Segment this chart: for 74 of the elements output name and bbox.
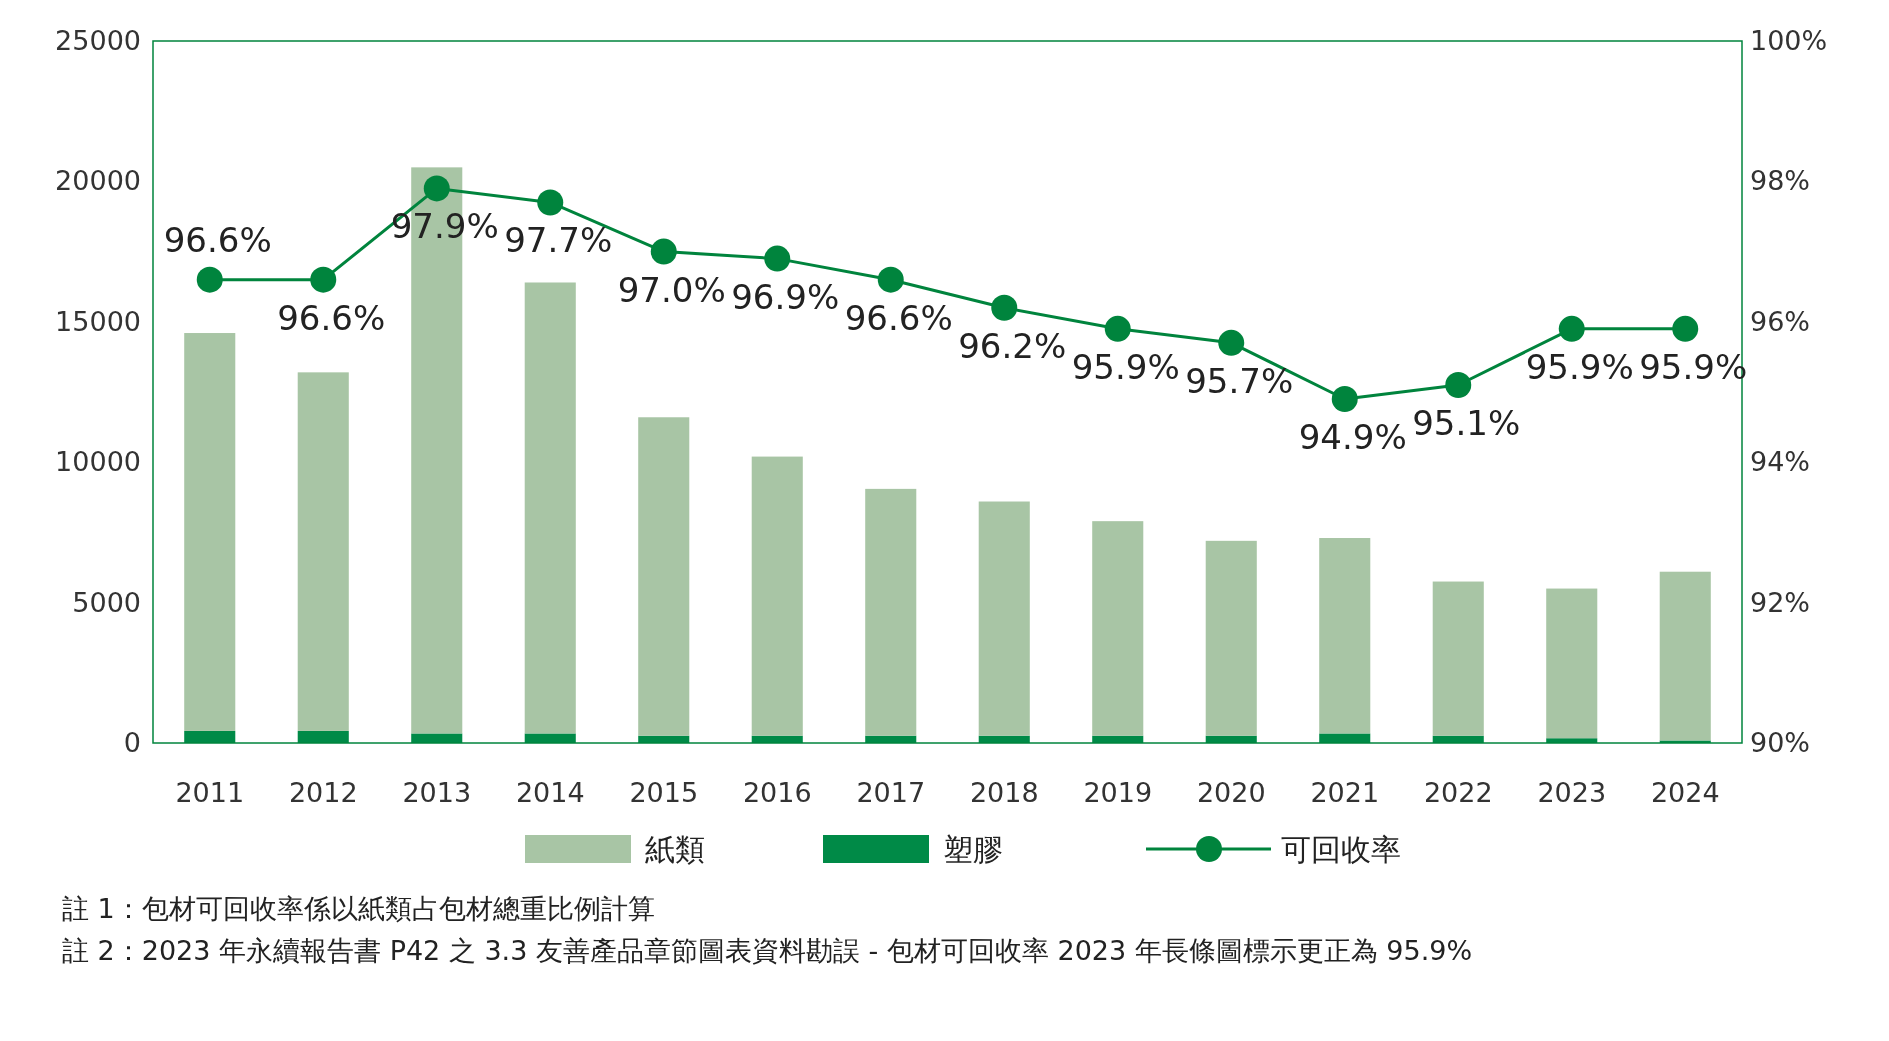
text: 註 2：2023 年永續報告書 P42 之 3.3 友善產品章節圖表資料勘誤 - 包材可回收率 2023 年長條圖標示更正為 95.9% — [62, 934, 1474, 968]
data-label: 95.1% — [1412, 402, 1521, 443]
y-tick-label: 10000 — [55, 446, 141, 478]
point — [1558, 315, 1585, 342]
text: 註 1：包材可回收率係以紙類占包材總重比例計算 — [62, 892, 656, 926]
data-label: 97.0% — [617, 269, 726, 310]
point — [991, 294, 1018, 321]
data-label: 96.2% — [958, 325, 1067, 366]
x-tick-label: 2015 — [629, 777, 699, 808]
x-tick-label: 2018 — [969, 777, 1039, 808]
point — [1672, 315, 1699, 342]
data-label: 95.9% — [1071, 346, 1180, 387]
x-tick-label: 2014 — [515, 777, 585, 808]
y2-tick-label: 100% — [1750, 25, 1828, 56]
x-tick-label: 2013 — [402, 777, 472, 808]
point — [1331, 386, 1358, 413]
bar — [524, 282, 576, 734]
x-tick-label: 2020 — [1196, 777, 1266, 808]
data-label: 96.6% — [277, 297, 386, 338]
data-label: 95.7% — [1185, 360, 1294, 401]
x-tick-label: 2019 — [1083, 777, 1153, 808]
bar — [865, 488, 917, 736]
data-label: 95.9% — [1525, 346, 1634, 387]
point — [537, 189, 564, 216]
legend-label: 紙類 — [645, 832, 705, 867]
point — [877, 266, 904, 293]
data-label: 96.6% — [163, 219, 272, 260]
x-tick-label: 2016 — [742, 777, 812, 808]
x-tick-label: 2017 — [856, 777, 926, 808]
legend-label: 可回收率 — [1281, 832, 1401, 867]
y-tick-label: 25000 — [55, 25, 141, 56]
x-tick-label: 2011 — [175, 777, 245, 808]
legend-可回收率: 可回收率 — [1146, 832, 1401, 867]
x-tick-label: 2024 — [1650, 777, 1720, 808]
point — [650, 238, 677, 265]
x-tick-label: 2021 — [1310, 777, 1380, 808]
point — [310, 266, 337, 293]
bar — [1432, 581, 1484, 736]
point — [1445, 371, 1472, 398]
y2-tick-label: 96% — [1750, 305, 1811, 337]
bar — [1092, 521, 1144, 736]
bar — [638, 417, 690, 736]
y-tick-label: 15000 — [55, 305, 141, 337]
y2-tick-label: 94% — [1750, 446, 1811, 478]
data-label: 97.7% — [504, 220, 613, 261]
bar — [751, 456, 803, 736]
data-label: 96.9% — [731, 276, 840, 317]
y2-tick-label: 98% — [1750, 165, 1811, 197]
y2-tick-label: 90% — [1750, 727, 1811, 758]
point — [196, 266, 223, 293]
bar — [184, 333, 236, 731]
data-label: 97.9% — [390, 206, 499, 247]
y-tick-label: 0 — [123, 727, 141, 758]
bar — [1319, 538, 1371, 734]
bar — [1659, 571, 1711, 741]
point — [423, 175, 450, 202]
bar — [297, 372, 349, 731]
legend-label: 塑膠 — [943, 832, 1003, 867]
data-label: 96.6% — [844, 297, 953, 338]
bar — [1546, 588, 1598, 739]
point — [1218, 329, 1245, 356]
x-tick-label: 2022 — [1423, 777, 1493, 808]
y2-tick-label: 92% — [1750, 586, 1811, 618]
y-tick-label: 5000 — [72, 586, 141, 618]
bar — [978, 501, 1030, 736]
x-tick-label: 2023 — [1537, 777, 1607, 808]
legend-塑膠: 塑膠 — [823, 832, 1003, 867]
bar — [1205, 540, 1257, 736]
point — [1104, 315, 1131, 342]
x-tick-label: 2012 — [288, 777, 358, 808]
point — [764, 245, 791, 272]
y-tick-label: 20000 — [55, 165, 141, 197]
legend-紙類: 紙類 — [525, 832, 705, 867]
data-label: 94.9% — [1298, 417, 1407, 458]
